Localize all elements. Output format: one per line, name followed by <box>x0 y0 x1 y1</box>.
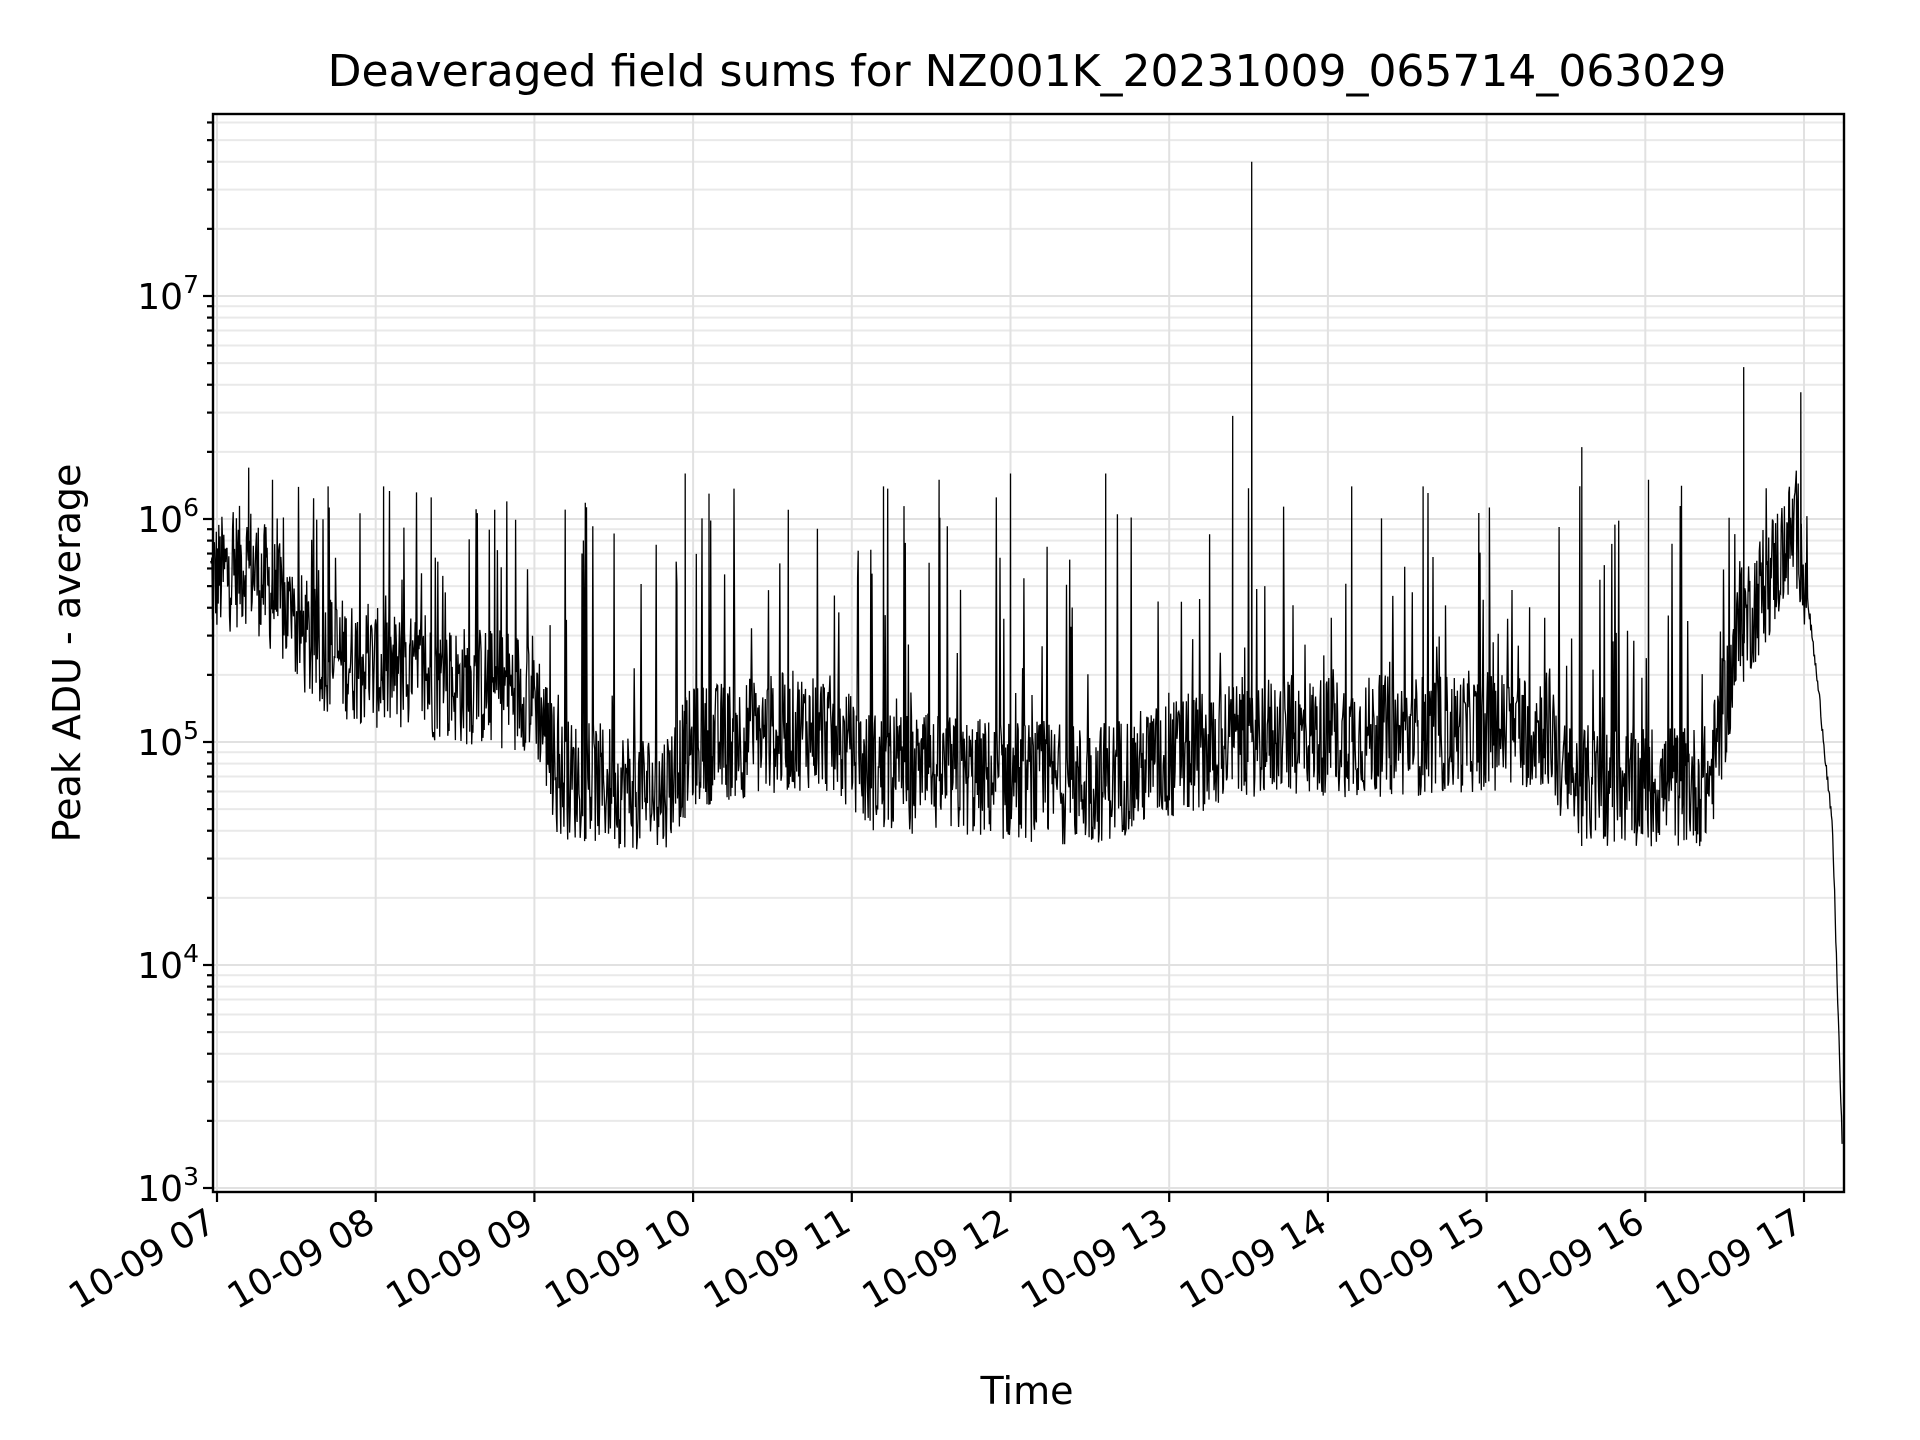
y-tick-label: 103 <box>137 1162 199 1210</box>
x-tick-label: 10-09 11 <box>697 1201 858 1317</box>
y-axis-label: Peak ADU - average <box>45 464 89 843</box>
x-tick-label: 10-09 17 <box>1649 1201 1810 1317</box>
x-tick-label: 10-09 07 <box>62 1201 223 1317</box>
x-tick-label: 10-09 08 <box>221 1201 382 1317</box>
x-tick-label: 10-09 13 <box>1014 1201 1175 1317</box>
y-tick-label: 104 <box>137 939 199 987</box>
x-tick-label: 10-09 10 <box>538 1201 699 1317</box>
x-tick-label: 10-09 15 <box>1332 1201 1493 1317</box>
chart-title: Deaveraged field sums for NZ001K_2023100… <box>328 46 1727 97</box>
series-layer <box>210 161 1843 1144</box>
x-tick-label: 10-09 12 <box>856 1201 1017 1317</box>
plot-area-frame <box>211 112 1846 1194</box>
x-tick-label: 10-09 09 <box>380 1201 541 1317</box>
y-tick-label: 107 <box>137 270 199 318</box>
y-axis: 103 104 105 106 107 <box>137 121 213 1210</box>
x-axis-label: Time <box>980 1369 1074 1413</box>
series-line <box>210 161 1843 1144</box>
y-tick-label: 105 <box>137 716 199 764</box>
x-tick-label: 10-09 14 <box>1173 1201 1334 1317</box>
x-tick-label: 10-09 16 <box>1490 1201 1651 1317</box>
y-tick-label: 106 <box>137 493 199 541</box>
